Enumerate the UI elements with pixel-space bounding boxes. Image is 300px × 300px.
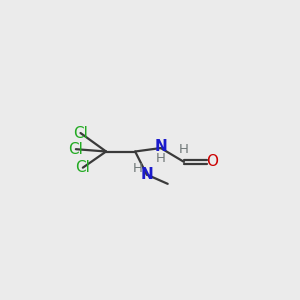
- Text: Cl: Cl: [68, 142, 83, 157]
- Text: N: N: [154, 139, 167, 154]
- Text: N: N: [140, 167, 153, 182]
- Text: Cl: Cl: [75, 160, 90, 175]
- Text: H: H: [156, 152, 166, 165]
- Text: O: O: [206, 154, 218, 169]
- Text: Cl: Cl: [73, 125, 88, 140]
- Text: H: H: [133, 162, 142, 175]
- Text: H: H: [179, 143, 189, 156]
